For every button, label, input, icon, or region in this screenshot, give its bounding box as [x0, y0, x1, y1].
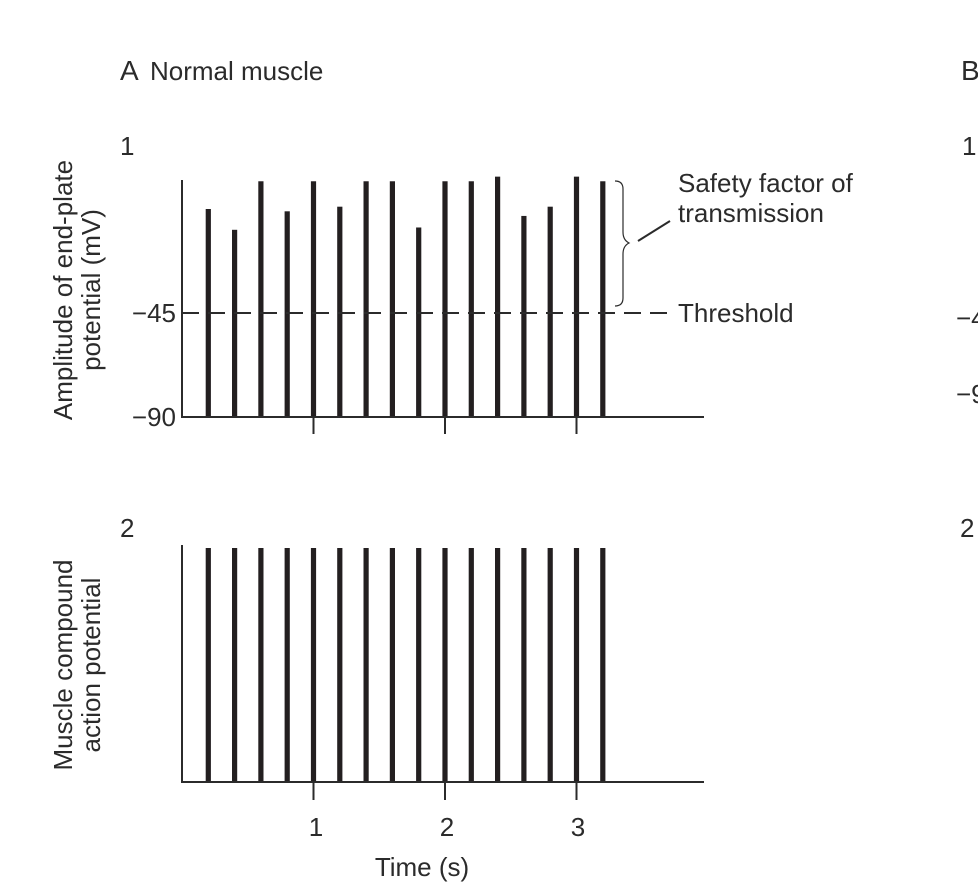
epp-bar — [284, 211, 290, 417]
epp-bar — [521, 215, 527, 417]
y-axis-label-line1: Amplitude of end-plate — [48, 160, 78, 420]
action-potential-bar — [258, 548, 264, 782]
y-axis-label-line2: action potential — [76, 578, 106, 753]
y-axis-label-line2: potential (mV) — [76, 209, 106, 371]
action-potential-bar — [442, 548, 448, 782]
epp-bar — [547, 206, 553, 417]
action-potential-bar — [495, 548, 501, 782]
panel-letter-b: B — [961, 55, 978, 86]
panel-title: Normal muscle — [150, 56, 323, 86]
action-potential-bar — [547, 548, 553, 782]
epp-bar — [363, 181, 369, 417]
action-potential-bar — [389, 548, 395, 782]
panel-letter-a: A — [120, 55, 139, 86]
safety-factor-brace — [614, 180, 631, 307]
threshold-label: Threshold — [678, 298, 794, 328]
x-tick-label: 2 — [440, 812, 454, 842]
x-tick-label: 3 — [571, 812, 585, 842]
panel-b-y-tick-label: −90 — [956, 379, 978, 409]
x-tick-label: 1 — [309, 812, 323, 842]
action-potential-bar — [521, 548, 527, 782]
action-potential-bar — [310, 548, 317, 782]
epp-bar — [495, 176, 501, 417]
annotation-leader-line — [637, 220, 671, 242]
panel-b-subpanel-2-label: 2 — [960, 513, 974, 543]
action-potential-bar — [363, 548, 369, 782]
x-axis-label: Time (s) — [375, 852, 469, 882]
action-potential-bar — [284, 548, 290, 782]
annotation-line2: transmission — [678, 198, 824, 228]
action-potential-bar — [232, 548, 238, 782]
subpanel-1-label: 1 — [120, 131, 134, 161]
epp-bar — [337, 206, 343, 417]
epp-bar — [389, 181, 395, 417]
epp-bar — [468, 181, 474, 417]
action-potential-bar — [416, 548, 422, 782]
y-axis-label-line1: Muscle compound — [48, 560, 78, 771]
action-potential-bar — [573, 548, 580, 782]
epp-bar — [573, 176, 580, 417]
epp-bar — [600, 181, 606, 417]
annotation-line1: Safety factor of — [678, 168, 854, 198]
panel-b-y-tick-label: −45 — [956, 303, 978, 333]
y-tick-label: −90 — [132, 402, 176, 432]
epp-bar — [258, 181, 264, 417]
epp-bar — [442, 181, 448, 417]
y-tick-label: −45 — [132, 298, 176, 328]
action-potential-bar — [600, 548, 606, 782]
action-potential-bar — [468, 548, 474, 782]
action-potential-bar — [205, 548, 211, 782]
subpanel-2-label: 2 — [120, 513, 134, 543]
action-potential-bar — [337, 548, 343, 782]
epp-bar — [416, 227, 422, 417]
panel-b-subpanel-1-label: 1 — [962, 131, 976, 161]
epp-bar — [310, 181, 317, 417]
epp-bar — [232, 229, 238, 417]
